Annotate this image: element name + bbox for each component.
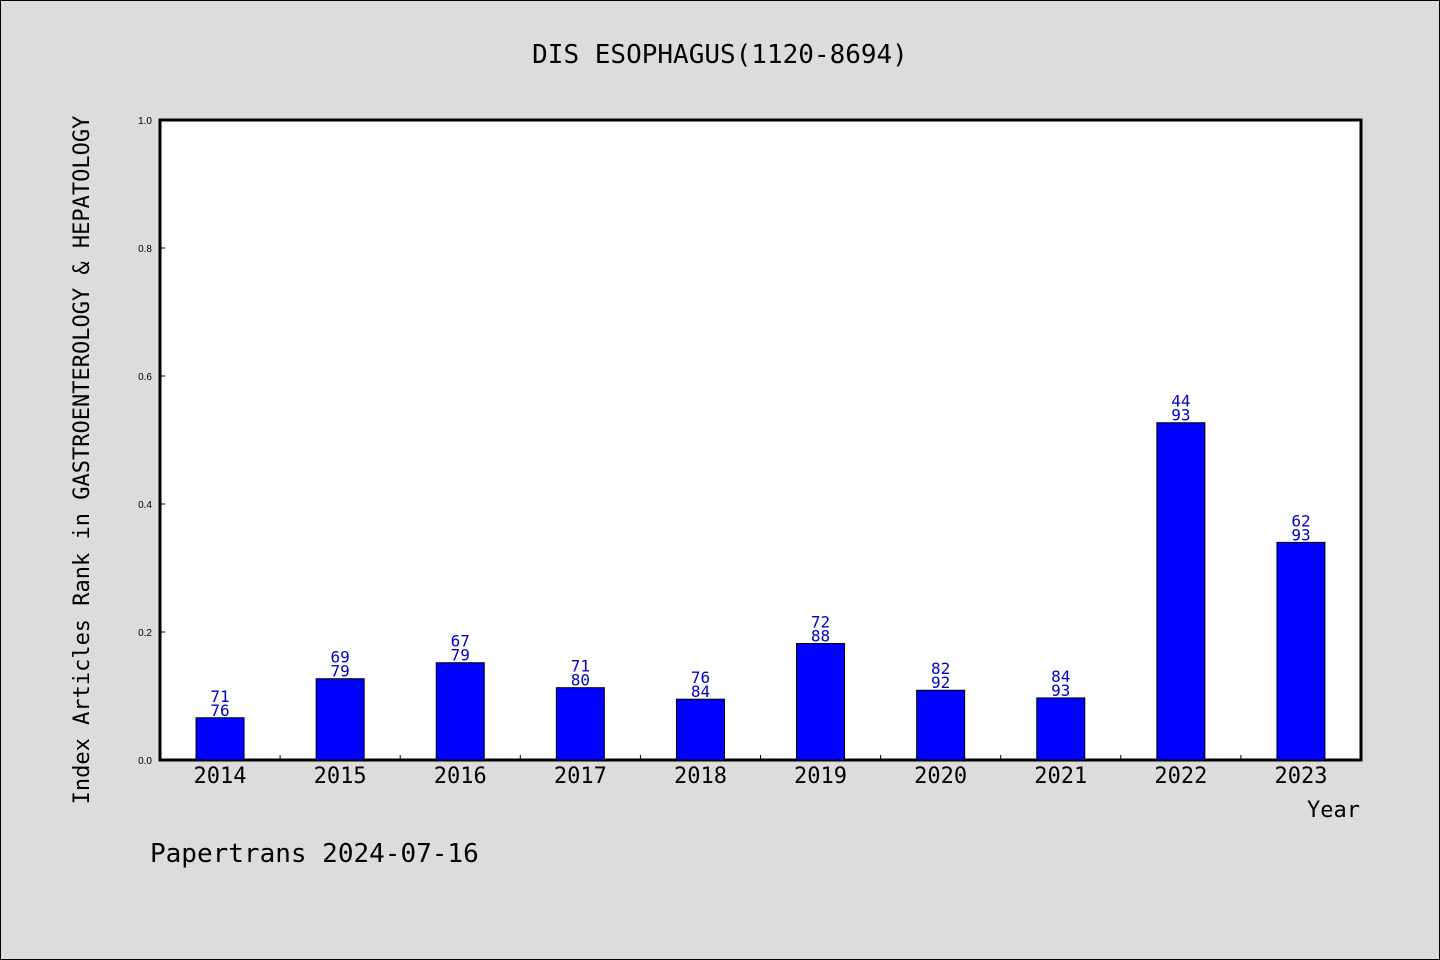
data-label-rank: 82	[931, 659, 950, 678]
bar	[1156, 422, 1206, 761]
bar	[916, 689, 966, 761]
y-tick-label: 1.0	[138, 116, 152, 127]
data-label-total: 93	[1291, 525, 1310, 544]
data-label-total: 79	[451, 646, 470, 665]
data-label-rank: 76	[691, 668, 710, 687]
x-tick-label: 2014	[194, 764, 247, 789]
data-label-rank: 69	[331, 648, 350, 667]
data-label-rank: 71	[210, 687, 229, 706]
data-label-total: 76	[210, 701, 229, 720]
data-label-total: 84	[691, 682, 710, 701]
bar	[675, 698, 725, 761]
y-tick-label: 0.0	[138, 756, 152, 767]
bar	[195, 717, 245, 761]
chart-title: DIS ESOPHAGUS(1120-8694)	[532, 40, 908, 70]
data-label-total: 93	[1051, 681, 1070, 700]
y-tick-label: 0.4	[138, 500, 152, 511]
x-tick-label: 2015	[314, 764, 367, 789]
x-axis-ticks: 2014 2015 2016 2017 2018 2019 2020 2021 2022 2023	[194, 755, 1327, 789]
data-label-total: 92	[931, 673, 950, 692]
x-tick-label: 2016	[434, 764, 487, 789]
data-label-total: 79	[331, 662, 350, 681]
y-tick-label: 0.8	[138, 244, 152, 255]
bar	[555, 687, 605, 761]
footer-credit: Papertrans 2024-07-16	[150, 839, 479, 869]
bar-series	[195, 422, 1326, 761]
bar	[1276, 541, 1326, 761]
bar	[1036, 697, 1086, 761]
x-tick-label: 2020	[914, 764, 967, 789]
x-tick-label: 2018	[674, 764, 727, 789]
x-axis-label: Year	[1307, 798, 1360, 823]
data-label-total: 93	[1171, 406, 1190, 425]
bar	[435, 662, 485, 761]
data-label-rank: 72	[811, 613, 830, 632]
x-tick-label: 2022	[1154, 764, 1207, 789]
y-axis-ticks: 0.0 0.2 0.4 0.6 0.8 1.0	[138, 116, 165, 767]
data-label-rank: 62	[1291, 511, 1310, 530]
y-tick-label: 0.2	[138, 628, 152, 639]
data-label-total: 88	[811, 627, 830, 646]
bar	[796, 643, 846, 761]
x-tick-label: 2023	[1274, 764, 1327, 789]
bar	[315, 678, 365, 761]
data-label-total: 80	[571, 671, 590, 690]
x-tick-label: 2017	[554, 764, 607, 789]
data-label-rank: 71	[571, 657, 590, 676]
data-label-rank: 84	[1051, 667, 1070, 686]
x-tick-label: 2021	[1034, 764, 1087, 789]
x-tick-label: 2019	[794, 764, 847, 789]
data-label-rank: 44	[1171, 392, 1190, 411]
data-label-rank: 67	[451, 632, 470, 651]
y-axis-label: Index Articles Rank in GASTROENTEROLOGY …	[70, 116, 95, 805]
y-tick-label: 0.6	[138, 372, 152, 383]
